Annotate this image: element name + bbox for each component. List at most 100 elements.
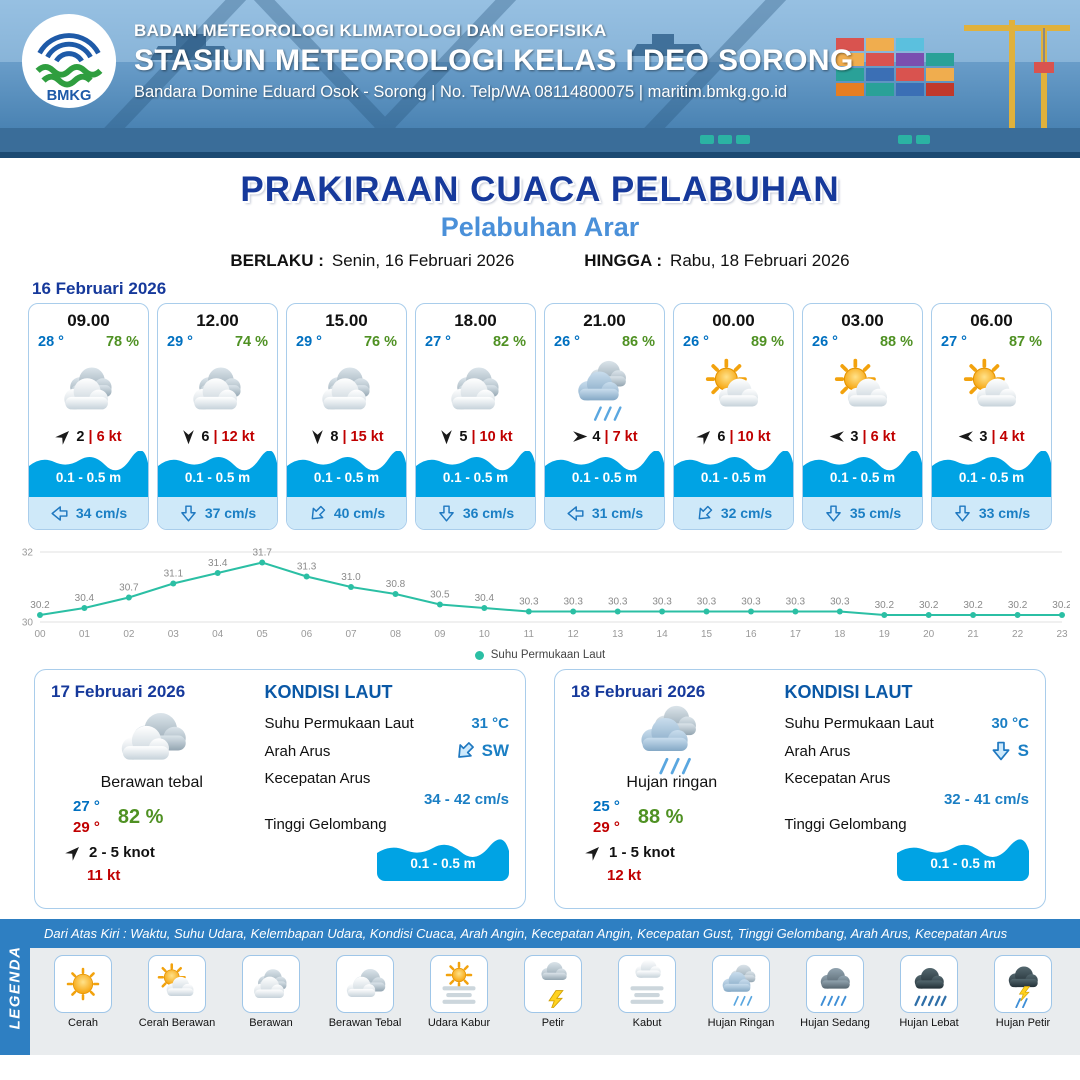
- legend-item: Udara Kabur: [412, 955, 506, 1030]
- wind-speed: 3: [850, 428, 859, 445]
- wind-direction-icon: [696, 428, 713, 445]
- forecast-card: 03.00 26 ° 88 % 3 | 6 kt 0.1 - 0.5 m 35 …: [802, 303, 923, 530]
- daily-stats: 27 ° 29 ° 82 %: [73, 798, 253, 836]
- svg-text:07: 07: [345, 629, 357, 640]
- forecast-date: 16 Februari 2026: [32, 279, 167, 298]
- legend-dot-icon: [474, 650, 484, 660]
- legend-item: Kabut: [600, 955, 694, 1030]
- wave-height-band: 0.1 - 0.5 m: [803, 451, 922, 497]
- berlaku-value: Senin, 16 Februari 2026: [331, 251, 515, 270]
- gust-speed: 10 kt: [479, 428, 513, 445]
- berlaku-label: BERLAKU :: [230, 251, 324, 270]
- arrow-SW-icon: [457, 742, 474, 758]
- kabut-icon: [630, 960, 664, 1004]
- current-speed: 34 cm/s: [75, 505, 128, 521]
- wind-speed: 8: [330, 428, 339, 445]
- wind-row: 6 | 12 kt: [158, 428, 277, 451]
- chart-legend-label: Suhu Permukaan Laut: [490, 649, 606, 661]
- wave-height: 0.1 - 0.5 m: [700, 470, 767, 485]
- forecast-time: 21.00: [583, 311, 626, 330]
- current-speed: 31 cm/s: [591, 505, 644, 521]
- svg-text:14: 14: [657, 629, 669, 640]
- wind-row: 3 | 4 kt: [932, 428, 1051, 451]
- current-row: 36 cm/s: [416, 497, 535, 529]
- forecast-time: 00.00: [712, 311, 755, 330]
- hingga-label: HINGGA :: [584, 251, 663, 270]
- svg-text:19: 19: [879, 629, 891, 640]
- current-speed: 36 cm/s: [462, 505, 515, 521]
- legend-item-label: Hujan Petir: [995, 1017, 1051, 1029]
- svg-text:13: 13: [612, 629, 624, 640]
- daily-humidity: 88 %: [637, 805, 684, 828]
- wind-separator: |: [471, 428, 476, 445]
- air-temperature: 26 °: [812, 334, 838, 350]
- svg-text:30.3: 30.3: [608, 597, 628, 608]
- wave-height: 0.1 - 0.5 m: [55, 470, 122, 485]
- daily-weather-icon: [109, 698, 195, 778]
- legend-item: Hujan Petir: [976, 955, 1070, 1030]
- wind-direction-icon: [309, 428, 326, 445]
- current-direction-icon: [990, 740, 1012, 762]
- legend-item: Hujan Sedang: [788, 955, 882, 1030]
- station-name: STASIUN METEOROLOGI KELAS I DEO SORONG: [134, 43, 854, 77]
- arrow-SW-icon: [698, 505, 713, 519]
- wind-direction-icon: [829, 428, 846, 445]
- forecast-card: 00.00 26 ° 89 % 6 | 10 kt 0.1 - 0.5 m 32…: [673, 303, 794, 530]
- svg-text:11: 11: [524, 629, 535, 640]
- hujan-ringan-icon: [722, 964, 756, 1006]
- wave-height: 0.1 - 0.5 m: [829, 470, 896, 485]
- bmkg-logo-text: BMKG: [47, 88, 92, 104]
- port-name: Pelabuhan Arar: [440, 212, 640, 242]
- arrow-W-icon: [567, 505, 584, 521]
- daily-temp-min: 25 °: [593, 798, 620, 815]
- arrow-W-icon: [959, 431, 974, 442]
- current-direction-icon: [179, 504, 198, 523]
- arrow-NE-icon: [585, 846, 600, 861]
- forecast-time: 18.00: [454, 311, 497, 330]
- current-direction-icon: [308, 504, 327, 523]
- wave-graphic: [158, 451, 277, 497]
- legend-item-icon: [994, 955, 1052, 1013]
- current-direction-value: SW: [481, 741, 509, 760]
- current-speed-value: 34 - 42 cm/s: [423, 791, 509, 808]
- legend-item: Hujan Ringan: [694, 955, 788, 1030]
- svg-text:30.3: 30.3: [786, 597, 806, 608]
- current-row: 35 cm/s: [803, 497, 922, 529]
- wind-row: 8 | 15 kt: [287, 428, 406, 451]
- humidity: 86 %: [621, 334, 655, 350]
- wave-height-box: 0.1 - 0.5 m: [897, 839, 1029, 881]
- wave-graphic: [803, 451, 922, 497]
- gust-speed: 4 kt: [999, 428, 1025, 445]
- wind-separator: |: [729, 428, 734, 445]
- current-direction-icon: [953, 504, 972, 523]
- berawan-icon: [63, 367, 112, 410]
- weather-icon: [158, 350, 277, 428]
- current-direction-value: S: [1017, 741, 1029, 760]
- legend-item-icon: [336, 955, 394, 1013]
- svg-text:32: 32: [22, 548, 34, 559]
- arrow-SW-icon: [311, 505, 326, 519]
- svg-text:21: 21: [968, 629, 980, 640]
- forecast-card: 12.00 29 ° 74 % 6 | 12 kt 0.1 - 0.5 m 37…: [157, 303, 278, 530]
- current-direction-icon: [454, 740, 476, 762]
- wave-height-box: 0.1 - 0.5 m: [377, 839, 509, 881]
- legend-description: Dari Atas Kiri : Waktu, Suhu Udara, Kele…: [30, 919, 1080, 948]
- svg-text:30.3: 30.3: [830, 597, 850, 608]
- current-direction-icon: [824, 504, 843, 523]
- wave-height: 0.1 - 0.5 m: [958, 470, 1025, 485]
- svg-text:31.3: 31.3: [297, 562, 317, 573]
- svg-text:30.3: 30.3: [519, 597, 539, 608]
- port-illustration: [0, 0, 1080, 158]
- forecast-card: 15.00 29 ° 76 % 8 | 15 kt 0.1 - 0.5 m 40…: [286, 303, 407, 530]
- legend-item-icon: [430, 955, 488, 1013]
- current-speed: 37 cm/s: [204, 505, 257, 521]
- current-row: 32 cm/s: [674, 497, 793, 529]
- svg-text:30.2: 30.2: [919, 600, 939, 611]
- wave-height-band: 0.1 - 0.5 m: [545, 451, 664, 497]
- cerah-berawan-icon: [705, 358, 758, 407]
- berawan-icon: [254, 969, 287, 998]
- weather-icon: [29, 350, 148, 428]
- sea-conditions-title: KONDISI LAUT: [264, 682, 393, 702]
- wind-speed: 4: [592, 428, 601, 445]
- humidity: 76 %: [363, 334, 397, 350]
